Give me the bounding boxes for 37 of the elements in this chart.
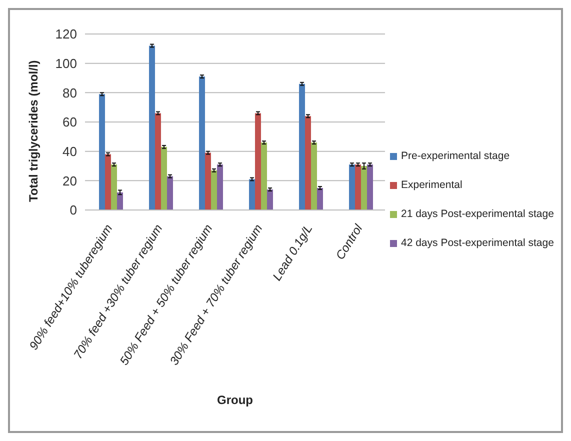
bar: [161, 146, 167, 210]
bar: [249, 179, 255, 210]
bar: [255, 113, 261, 210]
y-tick-label: 20: [62, 173, 77, 188]
bar: [117, 192, 123, 210]
bar: [367, 164, 373, 210]
bar: [199, 76, 205, 210]
bar: [261, 142, 267, 210]
bar: [155, 113, 161, 210]
bar: [105, 154, 111, 210]
y-tick-label: 120: [55, 26, 77, 42]
x-axis-title: Group: [217, 393, 253, 407]
bar: [99, 94, 105, 210]
bar: [205, 152, 211, 210]
bar: [149, 46, 155, 210]
bar: [299, 84, 305, 210]
bar: [211, 170, 217, 210]
y-tick-label: 80: [62, 85, 77, 100]
bar: [361, 166, 367, 210]
legend-label: Pre-experimental stage: [401, 150, 510, 162]
bar: [217, 164, 223, 210]
bar: [305, 116, 311, 210]
legend-label: 42 days Post-experimental stage: [401, 237, 554, 249]
bar: [355, 164, 361, 210]
bar: [111, 164, 117, 210]
bar: [167, 176, 173, 210]
bar: [349, 164, 355, 210]
y-tick-label: 100: [55, 56, 77, 71]
legend-label: Experimental: [401, 179, 462, 191]
y-tick-label: 40: [62, 144, 77, 159]
y-tick-label: 60: [62, 114, 77, 130]
bar: [311, 142, 317, 210]
legend-label: 21 days Post-experimental stage: [401, 208, 554, 220]
bar: [317, 188, 323, 210]
y-axis-title: Total triglycerides (mol/l): [26, 60, 40, 202]
y-tick-label: 0: [70, 202, 77, 218]
bar: [267, 189, 273, 210]
